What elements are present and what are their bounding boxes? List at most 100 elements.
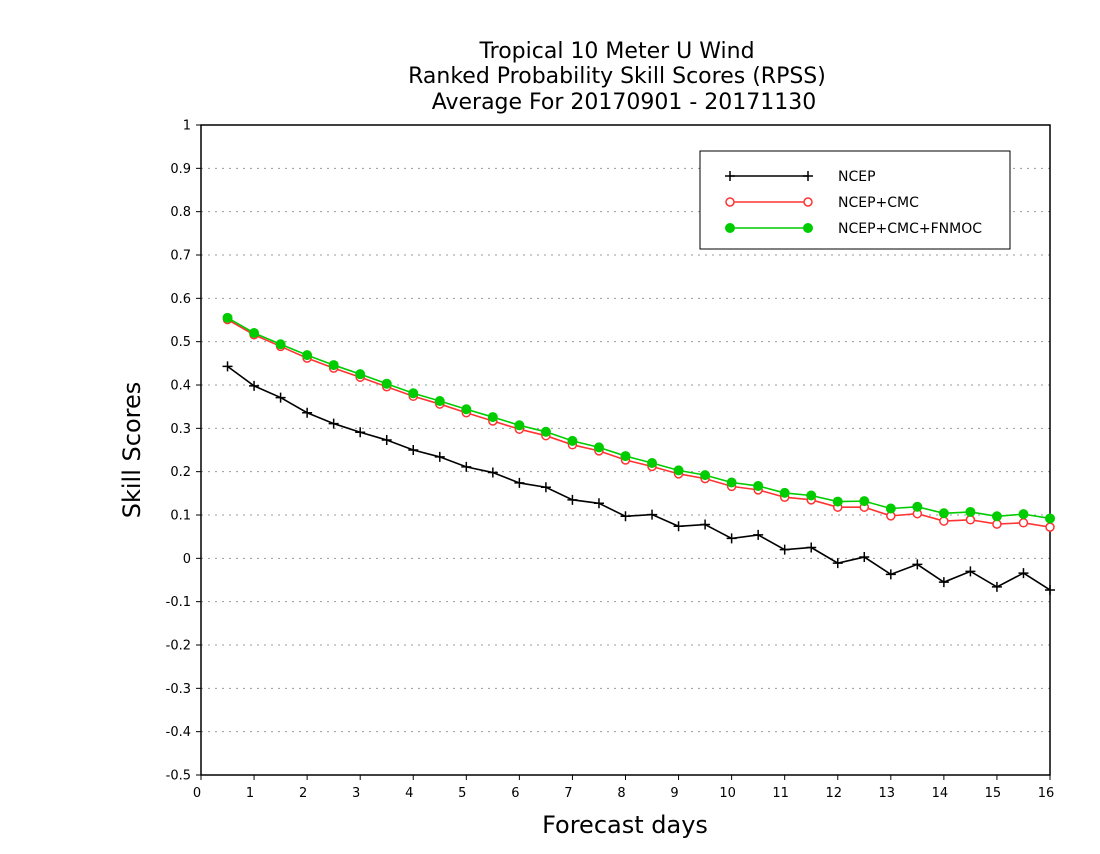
y-tick-label: 1 [183, 119, 191, 134]
data-point [620, 511, 631, 522]
x-tick-label: 2 [299, 786, 307, 801]
data-point [487, 412, 498, 423]
x-tick-label: 1 [246, 786, 254, 801]
data-point [991, 511, 1002, 522]
data-point [434, 396, 445, 407]
y-tick-label: 0.2 [170, 465, 191, 480]
y-tick-label: 0.9 [170, 162, 191, 177]
data-point [355, 369, 366, 380]
y-tick-label: 0.5 [170, 335, 191, 350]
data-point [859, 552, 870, 563]
data-point [725, 197, 735, 207]
data-point [965, 566, 976, 577]
data-point [461, 461, 472, 472]
legend: NCEP NCEP+CMC NCEP+CMC+FNMOC [699, 150, 1011, 250]
data-point [700, 519, 711, 530]
x-axis: 0 1 2 3 4 5 6 7 8 9 10 11 12 13 14 15 16 [193, 775, 1054, 801]
data-point [514, 420, 525, 431]
data-point [1045, 522, 1055, 532]
data-point [803, 223, 813, 233]
data-point [1018, 509, 1029, 520]
legend-item: NCEP+CMC [725, 195, 919, 211]
title-line-2: Ranked Probability Skill Scores (RPSS) [408, 64, 826, 89]
data-point [700, 470, 711, 481]
data-point [593, 442, 604, 453]
data-point [859, 496, 870, 507]
data-point [912, 559, 923, 570]
data-point [355, 427, 366, 438]
x-tick-label: 0 [193, 786, 201, 801]
data-point [806, 490, 817, 501]
data-point [514, 477, 525, 488]
data-point [1018, 518, 1029, 528]
data-point [461, 404, 472, 415]
y-tick-label: 0.6 [170, 292, 191, 307]
x-tick-label: 14 [932, 786, 949, 801]
y-tick-label: -0.1 [166, 595, 191, 610]
chart-title: Tropical 10 Meter U Wind Ranked Probabil… [408, 39, 826, 115]
data-point [779, 487, 790, 498]
data-point [487, 467, 498, 478]
data-point [593, 498, 604, 509]
data-point [434, 451, 445, 462]
data-point [779, 544, 790, 555]
title-line-1: Tropical 10 Meter U Wind [478, 39, 754, 64]
data-point [249, 380, 260, 391]
legend-item: NCEP [725, 169, 876, 185]
series-ncep-cmc [222, 314, 1055, 532]
gridlines [201, 167, 1050, 733]
series-line [227, 318, 1051, 528]
series-line [227, 317, 1051, 520]
x-tick-label: 3 [352, 786, 360, 801]
series-ncep-cmc-fnmoc [222, 312, 1055, 524]
data-point [725, 171, 735, 181]
data-point [408, 445, 419, 455]
y-axis: 1 0.9 0.8 0.7 0.6 0.5 0.4 0.3 0.2 0.1 0 -0.1 -0.2 -0.… [166, 119, 201, 784]
data-point [328, 418, 339, 429]
y-tick-label: 0 [183, 552, 191, 567]
data-point [803, 197, 813, 207]
y-tick-label: -0.2 [166, 639, 191, 654]
y-tick-label: 0.7 [170, 249, 191, 264]
legend-box [699, 150, 1011, 250]
data-point [673, 465, 684, 476]
data-point [885, 569, 896, 580]
series-line [227, 365, 1051, 591]
y-tick-label: 0.8 [170, 205, 191, 220]
y-tick-label: -0.5 [166, 769, 191, 784]
series-ncep [222, 361, 1055, 595]
data-point [275, 339, 286, 350]
data-point [991, 581, 1002, 592]
data-point [567, 435, 578, 446]
x-axis-label: Forecast days [542, 811, 708, 839]
data-point [726, 477, 737, 488]
data-point [885, 503, 896, 514]
x-tick-label: 11 [772, 786, 789, 801]
data-point [381, 378, 392, 389]
y-tick-label: 0.3 [170, 422, 191, 437]
data-point [753, 480, 764, 491]
x-tick-label: 8 [617, 786, 625, 801]
x-tick-label: 5 [458, 786, 466, 801]
y-tick-label: -0.4 [166, 725, 191, 740]
data-point [620, 451, 631, 462]
title-line-3: Average For 20170901 - 20171130 [432, 90, 817, 115]
data-point [328, 360, 339, 371]
series-layer [222, 312, 1055, 595]
data-point [832, 558, 843, 569]
data-point [540, 426, 551, 437]
legend-label: NCEP [838, 169, 876, 185]
data-point [726, 533, 737, 544]
x-tick-label: 6 [511, 786, 519, 801]
y-axis-label: Skill Scores [118, 382, 146, 519]
data-point [725, 223, 735, 233]
data-point [938, 508, 949, 519]
data-point [222, 312, 233, 323]
data-point [408, 388, 419, 399]
data-point [1018, 568, 1029, 579]
x-tick-label: 9 [670, 786, 678, 801]
y-tick-label: 0.4 [170, 379, 191, 394]
data-point [275, 392, 286, 403]
